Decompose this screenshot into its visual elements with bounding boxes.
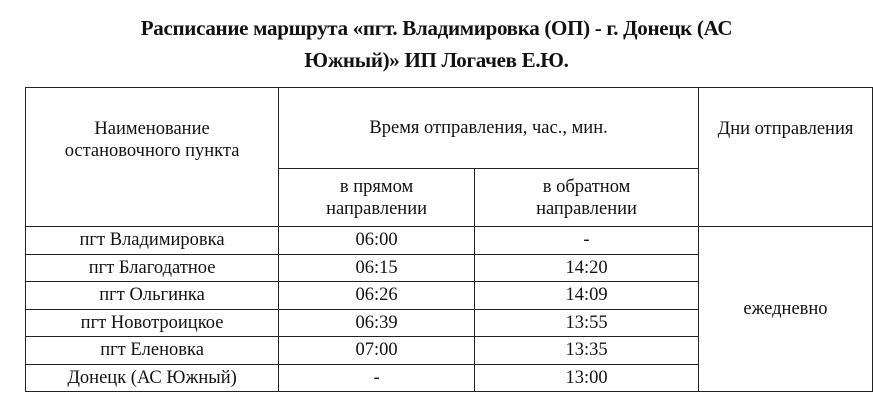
backward-time: - (474, 226, 699, 255)
schedule-table: Наименование остановочного пункта Время … (24, 87, 873, 392)
stop-name: Донецк (АС Южный) (24, 363, 280, 392)
header-forward: в прямом направлении (278, 168, 476, 227)
table-row: Донецк (АС Южный) - 13:00 (24, 363, 873, 392)
forward-time: 06:00 (278, 226, 476, 255)
title-line-1: Расписание маршрута «пгт. Владимировка (… (140, 16, 733, 40)
backward-time: 13:35 (474, 336, 699, 365)
table-row: пгт Ольгинка 06:26 14:09 (24, 281, 873, 310)
stop-name: пгт Новотроицкое (24, 308, 280, 337)
table-row: пгт Благодатное 06:15 14:20 (24, 253, 873, 282)
backward-time: 14:20 (474, 253, 699, 282)
stop-name: пгт Благодатное (24, 253, 280, 282)
forward-time: 06:39 (278, 308, 476, 337)
stop-name: пгт Еленовка (24, 336, 280, 365)
table-row: пгт Новотроицкое 06:39 13:55 (24, 308, 873, 337)
header-backward: в обратном направлении (474, 168, 699, 227)
backward-time: 13:55 (474, 308, 699, 337)
days-value: ежедневно (698, 226, 873, 392)
forward-time: 06:15 (278, 253, 476, 282)
backward-time: 14:09 (474, 281, 699, 310)
table-row: пгт Владимировка 06:00 - ежедневно (24, 226, 873, 392)
header-days: Дни отправления (698, 87, 873, 227)
stop-name: пгт Ольгинка (24, 281, 280, 310)
table-row: пгт Еленовка 07:00 13:35 (24, 336, 873, 365)
forward-time: 06:26 (278, 281, 476, 310)
header-stop: Наименование остановочного пункта (24, 87, 280, 227)
backward-time: 13:00 (474, 363, 699, 392)
header-time: Время отправления, час., мин. (278, 87, 699, 169)
forward-time: - (278, 363, 476, 392)
title-line-2: Южный)» ИП Логачев Е.Ю. (304, 48, 569, 72)
document-title: Расписание маршрута «пгт. Владимировка (… (0, 12, 873, 76)
forward-time: 07:00 (278, 336, 476, 365)
stop-name: пгт Владимировка (24, 226, 280, 255)
